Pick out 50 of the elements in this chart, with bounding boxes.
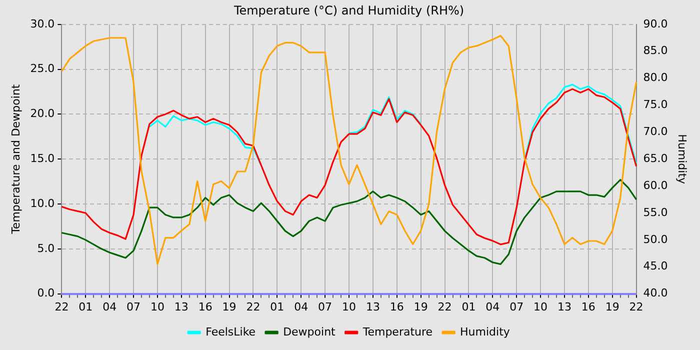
y-tick-label: 5.0	[37, 242, 55, 255]
y2-tick-label: 50.0	[643, 232, 668, 246]
y-tick-label: 15.0	[30, 152, 55, 165]
x-tick-label: 16	[198, 300, 212, 314]
y-tick-label: 10.0	[30, 196, 55, 210]
y2-tick-label: 80.0	[643, 71, 668, 84]
x-tick-label: 16	[581, 300, 596, 314]
x-tick-label: 22	[246, 300, 260, 314]
x-tick-label: 13	[557, 300, 572, 314]
y-axis-title: Temperature and Dewpoint	[9, 84, 22, 235]
x-tick-label: 22	[438, 300, 452, 314]
y2-tick-label: 70.0	[643, 125, 668, 138]
y-tick-label: 30.0	[30, 17, 55, 30]
x-tick-label: 19	[414, 300, 428, 314]
x-tick-label: 10	[534, 300, 548, 314]
y-tick-label: 0.0	[37, 286, 55, 300]
x-tick-label: 07	[126, 300, 141, 314]
x-tick-label: 19	[605, 300, 620, 314]
x-tick-label: 10	[342, 300, 356, 314]
y2-tick-label: 40.0	[643, 286, 668, 300]
legend-label: Temperature	[362, 325, 433, 338]
y2-tick-label: 45.0	[643, 260, 668, 273]
x-tick-label: 19	[222, 300, 236, 314]
x-tick-label: 22	[629, 300, 644, 314]
x-tick-label: 01	[270, 300, 284, 314]
x-tick-label: 04	[102, 300, 117, 314]
x-tick-label: 01	[78, 300, 93, 314]
x-tick-label: 07	[510, 300, 524, 314]
y2-tick-label: 65.0	[643, 152, 668, 165]
y-tick-label: 25.0	[30, 62, 55, 76]
legend-label: Humidity	[460, 325, 510, 338]
y-tick-label: 20.0	[30, 107, 55, 120]
y2-tick-label: 55.0	[643, 206, 668, 219]
y2-tick-label: 75.0	[643, 98, 668, 112]
y2-tick-label: 90.0	[643, 17, 668, 30]
x-tick-label: 10	[150, 300, 164, 314]
x-tick-label: 04	[486, 300, 500, 314]
x-tick-label: 04	[294, 300, 308, 314]
x-tick-label: 13	[366, 300, 380, 314]
x-tick-label: 13	[174, 300, 188, 314]
y2-tick-label: 60.0	[643, 178, 668, 192]
y2-tick-label: 85.0	[643, 44, 668, 58]
x-tick-label: 16	[390, 300, 404, 314]
x-tick-label: 07	[318, 300, 332, 314]
x-tick-label: 01	[462, 300, 476, 314]
legend-label: FeelsLike	[206, 325, 256, 338]
chart-title: Temperature (°C) and Humidity (RH%)	[232, 3, 464, 18]
legend-label: Dewpoint	[283, 325, 336, 338]
x-tick-label: 22	[54, 300, 69, 314]
y2-axis-title: Humidity	[676, 134, 689, 185]
